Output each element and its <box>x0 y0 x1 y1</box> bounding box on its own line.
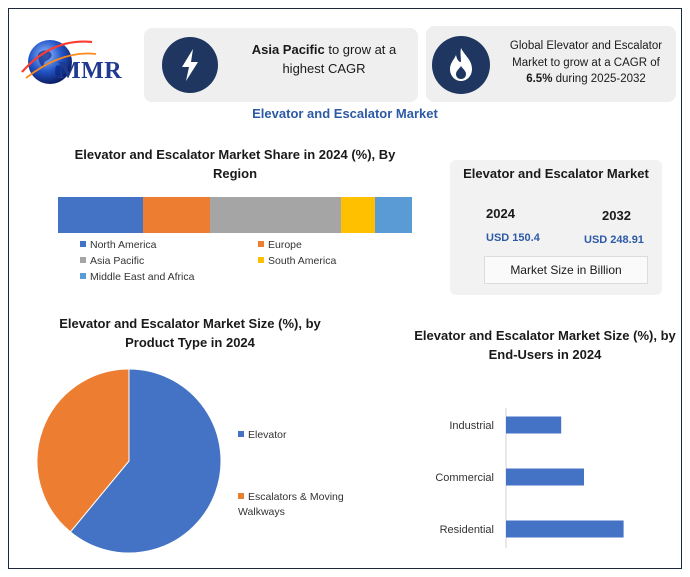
legend-swatch <box>80 257 86 264</box>
market-size-year-2032: 2032 <box>602 208 631 223</box>
pie-legend-item-elevator: Elevator <box>238 428 348 443</box>
legend-label: South America <box>268 255 337 267</box>
enduser-tick-label-commercial: Commercial <box>435 472 494 484</box>
legend-item-middle-east-and-africa: Middle East and Africa <box>80 271 194 283</box>
highlight-text-region: Asia Pacific to grow at a highest CAGR <box>251 42 397 76</box>
region-legend: North America Europe Asia Pacific South Ame… <box>80 239 410 289</box>
legend-label: Europe <box>268 239 302 251</box>
enduser-bar-residential <box>506 520 624 538</box>
legend-swatch <box>258 241 264 248</box>
region-segment-middle-east-and-africa <box>374 197 412 233</box>
globe-icon <box>21 40 97 84</box>
pie-slice-elevator <box>69 368 222 554</box>
product-chart-title: Elevator and Escalator Market Size (%), … <box>59 316 321 350</box>
highlight-text-cagr: Global Elevator and Escalator Market to … <box>509 40 663 85</box>
region-segment-europe <box>142 197 211 233</box>
highlight-card-region: Asia Pacific to grow at a highest CAGR <box>144 28 418 102</box>
market-size-year-2024: 2024 <box>486 206 515 221</box>
highlight-card-cagr: Global Elevator and Escalator Market to … <box>426 26 676 102</box>
logo-text: MMR <box>58 58 123 84</box>
legend-swatch <box>238 431 244 438</box>
enduser-tick-label-residential: Residential <box>440 524 494 536</box>
legend-swatch <box>258 257 264 264</box>
enduser-bar-industrial <box>506 416 562 434</box>
market-size-value-2024: USD 150.4 <box>486 232 540 244</box>
market-size-card: Elevator and Escalator Market 2024 2032 … <box>450 160 662 295</box>
flame-icon <box>432 36 490 94</box>
market-size-title: Elevator and Escalator Market <box>463 166 649 181</box>
legend-item-south-america: South America <box>258 255 336 267</box>
enduser-bar-commercial <box>506 468 584 486</box>
lightning-icon <box>162 37 218 93</box>
legend-label: Asia Pacific <box>90 255 145 267</box>
enduser-tick-label-industrial: Industrial <box>449 420 494 432</box>
product-pie-chart <box>36 368 222 554</box>
legend-swatch <box>238 493 244 500</box>
region-segment-north-america <box>58 197 143 233</box>
main-title: Elevator and Escalator Market <box>252 106 438 121</box>
enduser-bar-chart: Industrial Commercial Residential <box>435 408 624 548</box>
legend-item-asia-pacific: Asia Pacific <box>80 255 144 267</box>
region-chart-title: Elevator and Escalator Market Share in 2… <box>74 147 396 181</box>
market-size-unit: Market Size in Billion <box>484 256 648 284</box>
pie-legend-item-escalators-moving-walkways: Escalators & Moving Walkways <box>238 490 348 520</box>
enduser-chart-title: Elevator and Escalator Market Size (%), … <box>414 328 676 362</box>
region-segment-asia-pacific <box>210 197 342 233</box>
legend-label: Elevator <box>248 429 287 441</box>
legend-item-north-america: North America <box>80 239 157 251</box>
legend-label: Escalators & Moving Walkways <box>238 491 344 518</box>
legend-swatch <box>80 273 86 280</box>
region-segment-south-america <box>341 197 375 233</box>
region-stacked-bar <box>58 197 412 233</box>
market-size-value-2032: USD 248.91 <box>584 234 644 246</box>
legend-label: Middle East and Africa <box>90 271 195 283</box>
mmr-logo: MMR <box>16 28 134 100</box>
pie-slice-escalators-moving-walkways <box>36 368 130 533</box>
legend-swatch <box>80 241 86 248</box>
legend-item-europe: Europe <box>258 239 302 251</box>
legend-label: North America <box>90 239 157 251</box>
